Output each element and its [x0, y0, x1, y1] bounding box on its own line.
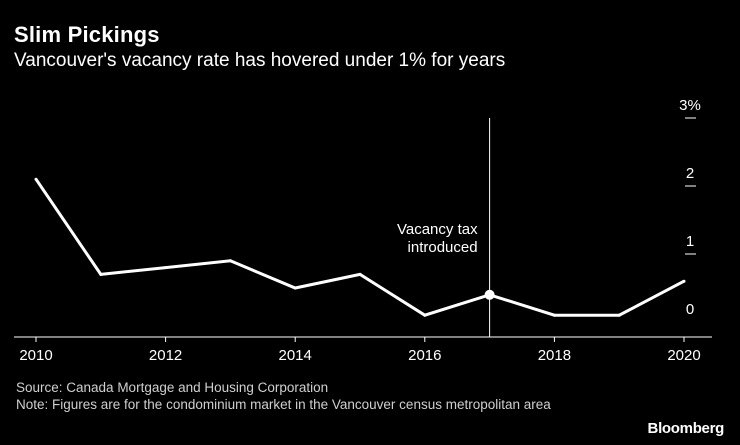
data-point: [34, 177, 38, 181]
chart-subtitle: Vancouver's vacancy rate has hovered und…: [14, 50, 506, 71]
data-point: [552, 313, 556, 317]
y-tick-label: 0: [686, 301, 694, 318]
data-point: [617, 313, 621, 317]
y-tick-label: 3%: [679, 97, 701, 114]
data-point: [358, 272, 362, 276]
source-note: Source: Canada Mortgage and Housing Corp…: [16, 380, 329, 395]
data-point: [488, 293, 492, 297]
annotation-text: introduced: [408, 239, 478, 256]
x-tick-label: 2012: [149, 347, 182, 364]
data-point: [293, 286, 297, 290]
series-line-vacancy-rate: [34, 178, 685, 317]
x-tick-label: 2014: [279, 347, 312, 364]
data-point: [682, 279, 686, 283]
x-tick-label: 2016: [408, 347, 441, 364]
x-tick-label: 2010: [19, 347, 52, 364]
annotation-text: Vacancy tax: [397, 221, 478, 238]
data-point: [164, 266, 168, 270]
chart-footer: Source: Canada Mortgage and Housing Corp…: [16, 379, 576, 413]
data-point: [99, 272, 103, 276]
x-tick-label: 2018: [538, 347, 571, 364]
footnote: Note: Figures are for the condominium ma…: [16, 397, 551, 412]
chart-title: Slim Pickings: [14, 22, 160, 47]
y-tick-label: 1: [686, 233, 694, 250]
x-tick-label: 2020: [667, 347, 700, 364]
y-tick-label: 2: [686, 165, 694, 182]
data-point: [228, 259, 232, 263]
data-point: [423, 313, 427, 317]
bloomberg-logo: Bloomberg: [647, 420, 725, 437]
